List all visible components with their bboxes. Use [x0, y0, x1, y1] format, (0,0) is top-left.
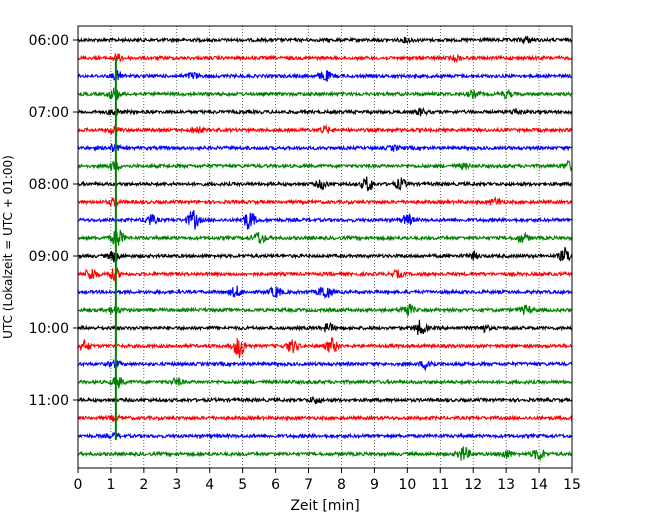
- x-tick-label: 10: [398, 477, 416, 493]
- trace-0930: [77, 285, 573, 300]
- x-tick-label: 2: [139, 477, 148, 493]
- x-tick-label: 13: [497, 477, 515, 493]
- trace-group: [77, 34, 573, 461]
- trace-0630: [77, 69, 573, 82]
- trace-1000: [77, 319, 573, 335]
- trace-0700: [77, 106, 573, 117]
- trace-1030: [77, 358, 573, 372]
- trace-0945: [77, 303, 573, 317]
- y-tick-label: 08:00: [29, 177, 69, 193]
- x-tick-label: 1: [106, 477, 115, 493]
- x-tick-label: 6: [271, 477, 280, 493]
- x-tick-label: 9: [370, 477, 379, 493]
- x-tick-label: 3: [172, 477, 181, 493]
- x-axis-ticks: 0 1 2 3 4 5 6 7 8 9 10 11 12 13 14 15: [74, 468, 581, 493]
- trace-1145: [77, 446, 573, 461]
- x-axis-label: Zeit [min]: [290, 498, 359, 514]
- x-tick-label: 11: [431, 477, 449, 493]
- x-tick-label: 8: [337, 477, 346, 493]
- x-tick-label: 4: [205, 477, 214, 493]
- trace-0900: [77, 246, 573, 263]
- x-tick-label: 14: [530, 477, 548, 493]
- x-tick-label: 0: [74, 477, 83, 493]
- plot-frame: [77, 25, 573, 469]
- x-tick-label: 15: [563, 477, 581, 493]
- y-tick-label: 10:00: [29, 321, 69, 337]
- trace-1130: [77, 432, 573, 440]
- trace-0645: [77, 87, 573, 101]
- trace-1115: [77, 413, 573, 423]
- trace-0600: [77, 34, 573, 44]
- y-axis-label: UTC (Lokalzeit = UTC + 01:00): [1, 155, 15, 339]
- trace-0830: [77, 209, 573, 230]
- trace-0615: [77, 52, 573, 64]
- trace-1045: [77, 375, 573, 389]
- y-axis-ticks: 06:00 07:00 08:00 09:00 10:00 11:00: [29, 33, 78, 409]
- y-tick-label: 11:00: [29, 393, 69, 409]
- y-tick-label: 06:00: [29, 33, 69, 49]
- trace-0845: [77, 229, 573, 246]
- x-tick-label: 5: [238, 477, 247, 493]
- trace-0745: [77, 160, 573, 172]
- trace-0915: [77, 266, 573, 282]
- x-tick-label: 12: [464, 477, 482, 493]
- trace-1100: [77, 396, 573, 405]
- trace-0815: [77, 195, 573, 208]
- trace-0715: [77, 123, 573, 136]
- trace-0730: [77, 143, 573, 153]
- trace-1015: [77, 336, 573, 359]
- x-tick-label: 7: [304, 477, 313, 493]
- y-tick-label: 07:00: [29, 105, 69, 121]
- y-tick-label: 09:00: [29, 249, 69, 265]
- trace-0800: [77, 176, 573, 192]
